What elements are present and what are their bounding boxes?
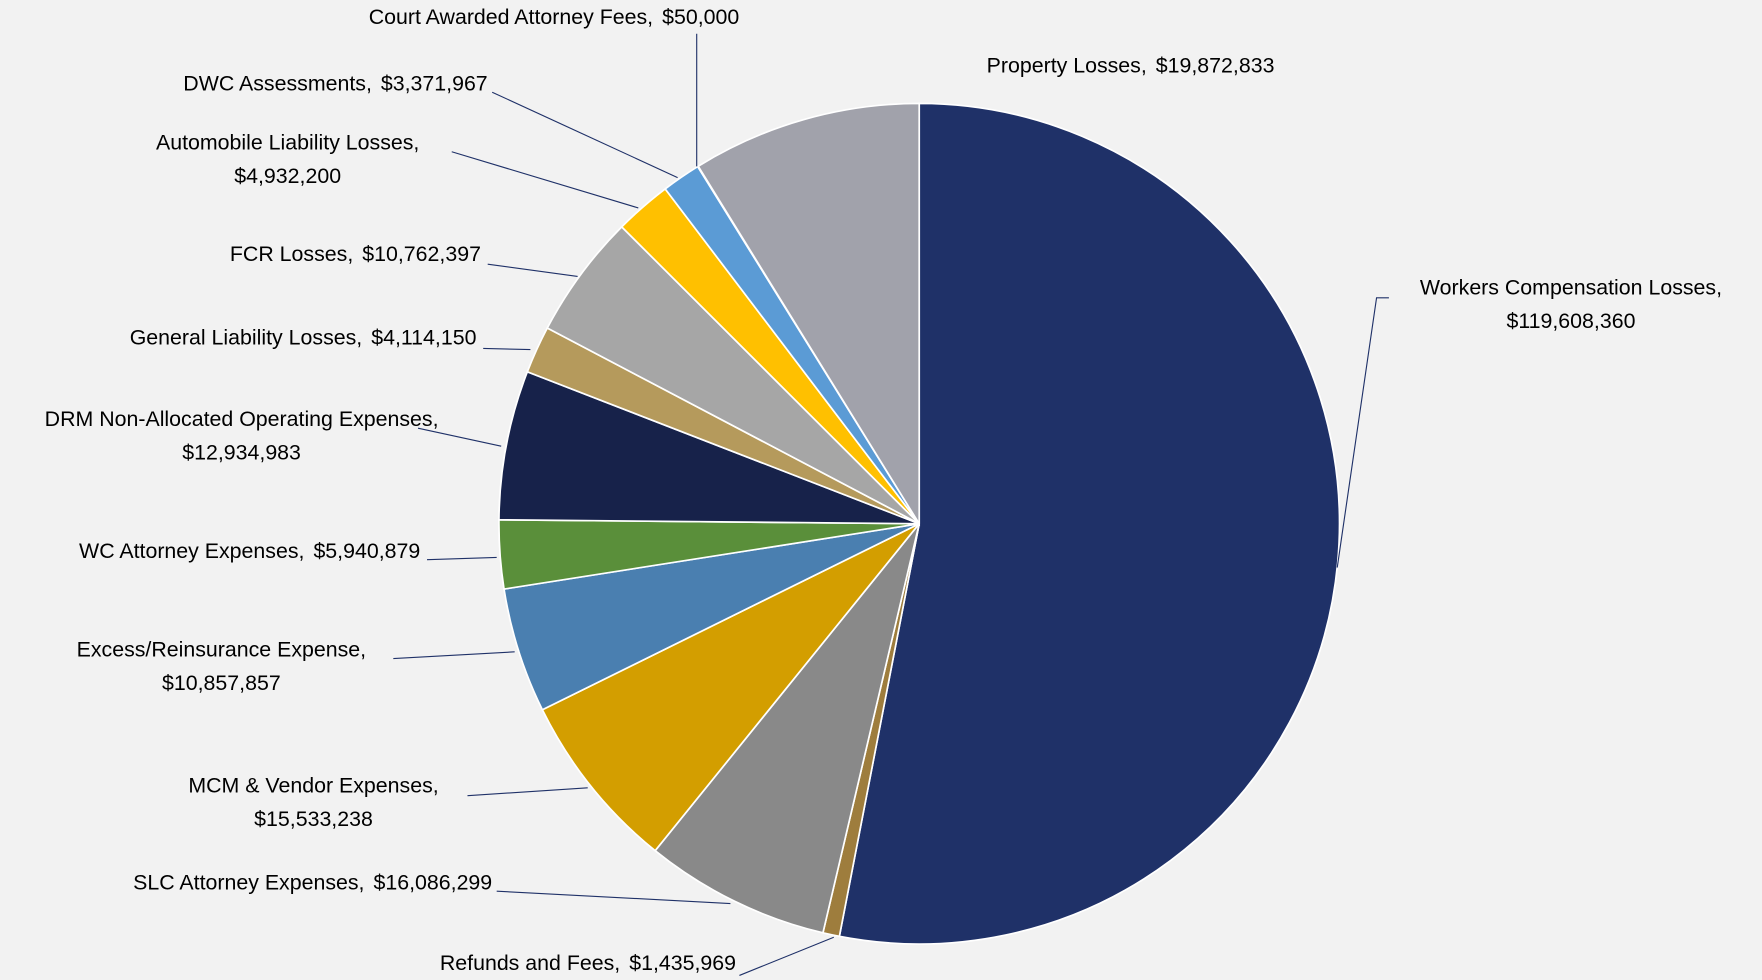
slice-label-group: WC Attorney Expenses, $5,940,879: [79, 538, 420, 562]
pie-slice: [498, 370, 920, 525]
slice-value-label: $4,932,200: [234, 164, 341, 188]
leader-line: [393, 651, 515, 660]
slice-label: FCR Losses,: [230, 242, 353, 266]
slice-value-label: $50,000: [662, 5, 739, 29]
slice-label: Refunds and Fees,: [440, 951, 620, 975]
slice-value-label: $5,940,879: [313, 538, 420, 562]
pie-slice: [697, 102, 921, 527]
leader-line: [1336, 297, 1389, 568]
leader-line: [739, 936, 835, 976]
slice-label: MCM & Vendor Expenses,: [188, 773, 438, 797]
leader-line: [467, 787, 588, 797]
slice-label-group: SLC Attorney Expenses, $16,086,299: [133, 870, 492, 894]
slice-value-label: $10,857,857: [162, 671, 281, 695]
slice-label-group: FCR Losses, $10,762,397: [230, 242, 481, 266]
slice-label: SLC Attorney Expenses,: [133, 870, 364, 894]
slice-value-label: $19,872,833: [1156, 53, 1275, 77]
leader-line: [426, 556, 497, 561]
slice-label-group: General Liability Losses, $4,114,150: [130, 325, 477, 349]
slice-value-label: $1,435,969: [629, 951, 736, 975]
slice-label: DWC Assessments,: [183, 71, 372, 95]
slice-value-label: $10,762,397: [362, 242, 481, 266]
slice-label-group: Refunds and Fees, $1,435,969: [440, 951, 736, 975]
slice-value-label: $4,114,150: [371, 325, 476, 349]
pie-slice: [653, 523, 921, 934]
leader-line: [417, 427, 502, 447]
slice-label: DRM Non-Allocated Operating Expenses,: [45, 407, 439, 431]
pie-slice: [541, 522, 920, 852]
leader-line: [483, 347, 531, 351]
slice-value-label: $16,086,299: [373, 870, 492, 894]
slice-label: Excess/Reinsurance Expense,: [77, 637, 366, 661]
slice-label: Workers Compensation Losses,: [1420, 275, 1722, 299]
leader-line: [487, 263, 578, 278]
slice-label-group: Property Losses, $19,872,833: [987, 53, 1275, 77]
leader-line: [491, 91, 678, 179]
slice-value-label: $12,934,983: [182, 441, 301, 465]
slice-value-label: $3,371,967: [381, 71, 488, 95]
slice-label: General Liability Losses,: [130, 325, 363, 349]
slice-label-group: Court Awarded Attorney Fees, $50,000: [369, 5, 740, 29]
leader-line: [451, 151, 639, 209]
slice-label-group: DWC Assessments, $3,371,967: [183, 71, 487, 95]
slice-label: WC Attorney Expenses,: [79, 538, 304, 562]
slice-label: Automobile Liability Losses,: [156, 131, 419, 155]
leader-line: [496, 890, 731, 905]
slice-label: Court Awarded Attorney Fees,: [369, 5, 653, 29]
slice-value-label: $15,533,238: [254, 807, 373, 831]
slice-value-label: $119,608,360: [1506, 309, 1635, 333]
slice-label: Property Losses,: [987, 53, 1147, 77]
